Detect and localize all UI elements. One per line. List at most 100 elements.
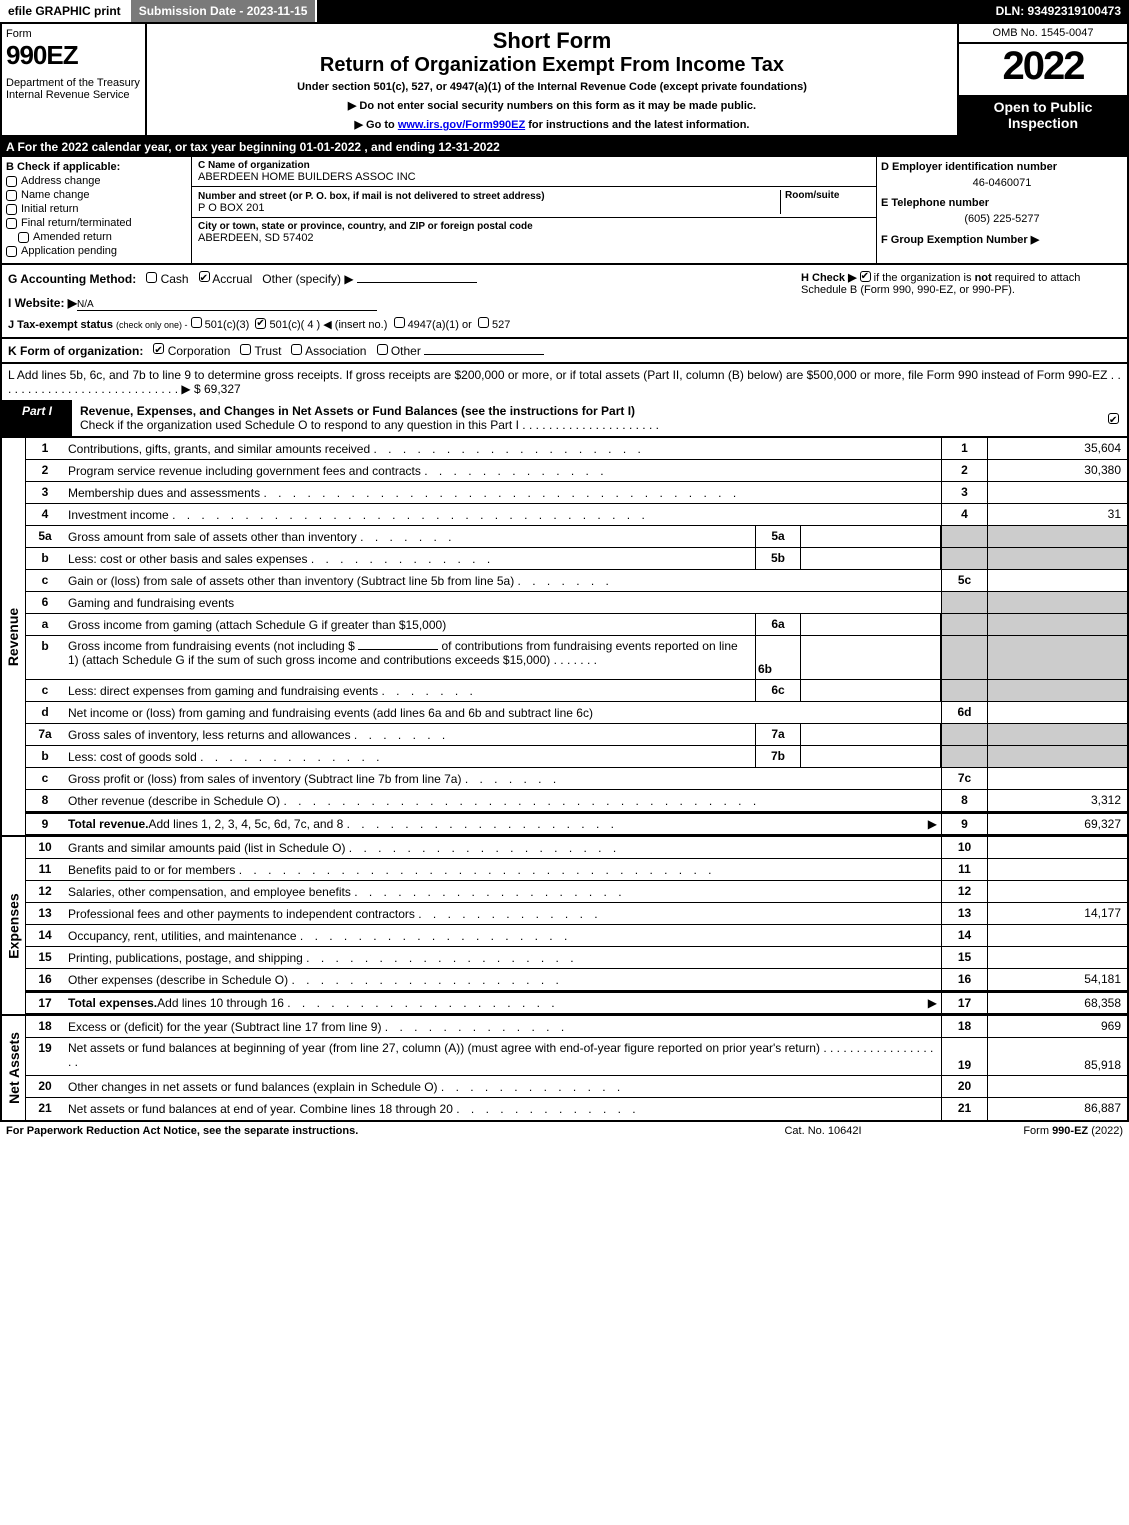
l-value: 69,327	[204, 382, 241, 396]
checkbox-icon[interactable]	[394, 317, 405, 328]
line-5b: bLess: cost or other basis and sales exp…	[26, 548, 1127, 570]
line-5c-value	[987, 570, 1127, 591]
line-3-value	[987, 482, 1127, 503]
line-10: 10Grants and similar amounts paid (list …	[26, 837, 1127, 859]
l-arrow: ▶ $	[181, 382, 200, 396]
checkbox-icon[interactable]	[6, 190, 17, 201]
part-1-label: Part I	[2, 400, 72, 436]
checkbox-icon[interactable]	[6, 218, 17, 229]
other-input[interactable]	[357, 282, 477, 283]
checkbox-icon[interactable]	[377, 344, 388, 355]
checkbox-icon[interactable]	[18, 232, 29, 243]
top-bar: efile GRAPHIC print Submission Date - 20…	[0, 0, 1129, 24]
cb-initial-return[interactable]: Initial return	[6, 203, 187, 215]
group-label: F Group Exemption Number ▶	[881, 233, 1123, 246]
line-6d-value	[987, 702, 1127, 723]
row-g-h: G Accounting Method: Cash Accrual Other …	[0, 265, 1129, 339]
cb-pending[interactable]: Application pending	[6, 245, 187, 257]
line-18-value: 969	[987, 1016, 1127, 1037]
instruction-1: ▶ Do not enter social security numbers o…	[151, 99, 953, 112]
checkbox-icon[interactable]	[1108, 413, 1119, 424]
checkbox-icon[interactable]	[240, 344, 251, 355]
line-11: 11Benefits paid to or for members . . . …	[26, 859, 1127, 881]
line-9: 9Total revenue. Add lines 1, 2, 3, 4, 5c…	[26, 812, 1127, 835]
cb-final-return[interactable]: Final return/terminated	[6, 217, 187, 229]
h-label: H Check ▶	[801, 272, 857, 284]
line-5c: cGain or (loss) from sale of assets othe…	[26, 570, 1127, 592]
city-value: ABERDEEN, SD 57402	[198, 232, 870, 244]
city-label: City or town, state or province, country…	[198, 221, 870, 232]
revenue-section: Revenue 1Contributions, gifts, grants, a…	[0, 438, 1129, 835]
line-3: 3Membership dues and assessments . . . .…	[26, 482, 1127, 504]
checkbox-icon[interactable]	[6, 204, 17, 215]
row-l: L Add lines 5b, 6c, and 7b to line 9 to …	[0, 364, 1129, 400]
line-17-value: 68,358	[987, 993, 1127, 1013]
checkbox-icon[interactable]	[255, 318, 266, 329]
checkbox-icon[interactable]	[191, 317, 202, 328]
line-7c-value	[987, 768, 1127, 789]
checkbox-icon[interactable]	[478, 317, 489, 328]
return-title: Return of Organization Exempt From Incom…	[151, 54, 953, 77]
tax-year: 2022	[959, 44, 1127, 95]
instruction-2: ▶ Go to www.irs.gov/Form990EZ for instru…	[151, 118, 953, 131]
irs-link[interactable]: www.irs.gov/Form990EZ	[398, 119, 525, 131]
line-6d: dNet income or (loss) from gaming and fu…	[26, 702, 1127, 724]
form-header: Form 990EZ Department of the Treasury In…	[0, 24, 1129, 137]
line-13: 13Professional fees and other payments t…	[26, 903, 1127, 925]
part-1-title: Revenue, Expenses, and Changes in Net As…	[72, 400, 1108, 436]
omb-number: OMB No. 1545-0047	[959, 24, 1127, 44]
other-org-input[interactable]	[424, 354, 544, 355]
ein-label: D Employer identification number	[881, 161, 1123, 173]
netassets-side-label: Net Assets	[2, 1016, 26, 1120]
header-middle: Short Form Return of Organization Exempt…	[147, 24, 957, 135]
line-4-value: 31	[987, 504, 1127, 525]
line-18: 18Excess or (deficit) for the year (Subt…	[26, 1016, 1127, 1038]
page-footer: For Paperwork Reduction Act Notice, see …	[0, 1120, 1129, 1140]
line-5a: 5aGross amount from sale of assets other…	[26, 526, 1127, 548]
short-form-title: Short Form	[151, 28, 953, 54]
efile-label[interactable]: efile GRAPHIC print	[0, 0, 131, 22]
cb-address-change[interactable]: Address change	[6, 175, 187, 187]
row-k: K Form of organization: Corporation Trus…	[0, 339, 1129, 364]
checkbox-icon[interactable]	[6, 246, 17, 257]
line-14: 14Occupancy, rent, utilities, and mainte…	[26, 925, 1127, 947]
col-b-header: B Check if applicable:	[6, 161, 187, 173]
tel-value: (605) 225-5277	[881, 213, 1123, 225]
part-1-check	[1108, 400, 1127, 436]
row-g: G Accounting Method: Cash Accrual Other …	[8, 271, 801, 331]
g-label: G Accounting Method:	[8, 272, 136, 286]
line-2: 2Program service revenue including gover…	[26, 460, 1127, 482]
checkbox-icon[interactable]	[199, 271, 210, 282]
line-19-value: 85,918	[987, 1038, 1127, 1075]
city-row: City or town, state or province, country…	[192, 218, 876, 247]
part-1-header: Part I Revenue, Expenses, and Changes in…	[0, 400, 1129, 438]
checkbox-icon[interactable]	[153, 343, 164, 354]
line-8-value: 3,312	[987, 790, 1127, 811]
line-8: 8Other revenue (describe in Schedule O) …	[26, 790, 1127, 812]
name-label: C Name of organization	[198, 160, 870, 171]
line-19: 19Net assets or fund balances at beginni…	[26, 1038, 1127, 1076]
line-13-value: 14,177	[987, 903, 1127, 924]
checkbox-icon[interactable]	[6, 176, 17, 187]
line-6: 6Gaming and fundraising events	[26, 592, 1127, 614]
cb-amended[interactable]: Amended return	[18, 231, 187, 243]
line-16-value: 54,181	[987, 969, 1127, 990]
cb-name-change[interactable]: Name change	[6, 189, 187, 201]
room-label: Room/suite	[785, 190, 870, 201]
header-right: OMB No. 1545-0047 2022 Open to Public In…	[957, 24, 1127, 135]
checkbox-icon[interactable]	[291, 344, 302, 355]
open-public: Open to Public Inspection	[959, 95, 1127, 135]
line-7a: 7aGross sales of inventory, less returns…	[26, 724, 1127, 746]
j-label: J Tax-exempt status	[8, 319, 113, 331]
info-grid: B Check if applicable: Address change Na…	[0, 157, 1129, 265]
line-16: 16Other expenses (describe in Schedule O…	[26, 969, 1127, 991]
line-12: 12Salaries, other compensation, and empl…	[26, 881, 1127, 903]
column-d: D Employer identification number 46-0460…	[877, 157, 1127, 263]
line-1: 1Contributions, gifts, grants, and simil…	[26, 438, 1127, 460]
street-row: Number and street (or P. O. box, if mail…	[192, 187, 876, 218]
submission-date: Submission Date - 2023-11-15	[131, 0, 318, 22]
website-value: N/A	[77, 299, 377, 311]
checkbox-icon[interactable]	[860, 271, 871, 282]
checkbox-icon[interactable]	[146, 272, 157, 283]
line-15: 15Printing, publications, postage, and s…	[26, 947, 1127, 969]
